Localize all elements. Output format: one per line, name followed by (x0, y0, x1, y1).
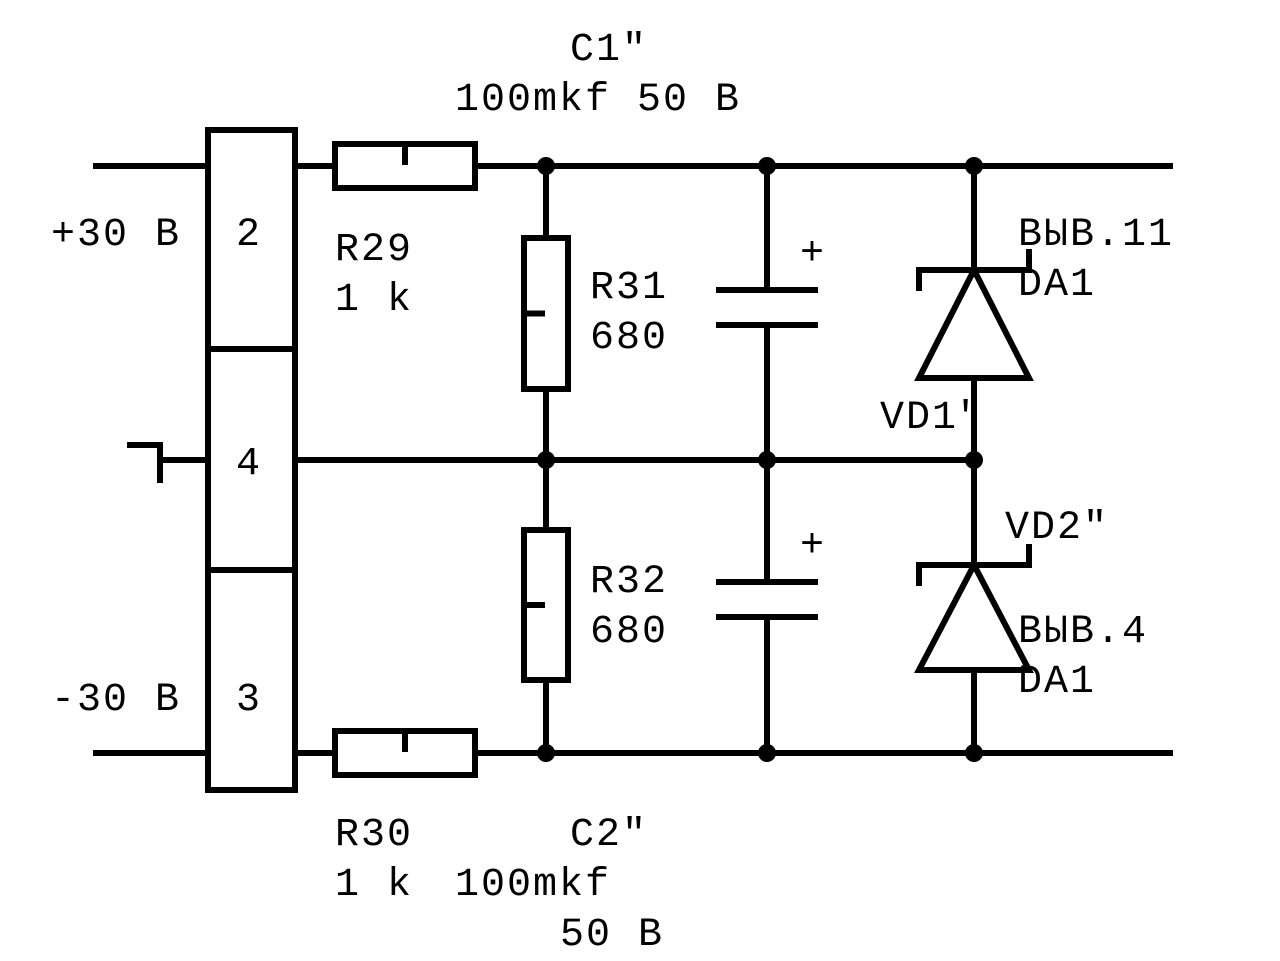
junction-node (537, 157, 555, 175)
capacitor-polarity: + (800, 524, 826, 569)
input-voltage-label: +30 В (51, 213, 181, 258)
input-voltage-label: -30 В (51, 678, 181, 723)
output-label: DA1 (1018, 263, 1096, 308)
resistor-ref: R32 (590, 560, 668, 605)
resistor-value: 680 (590, 316, 668, 361)
junction-node (965, 744, 983, 762)
resistor-value: 1 k (335, 278, 413, 323)
junction-node (758, 744, 776, 762)
output-label: ВЫВ.4 (1018, 610, 1148, 655)
junction-node (758, 157, 776, 175)
connector-pin-number: 2 (236, 213, 262, 258)
capacitor-value: 100mkf 50 В (455, 78, 741, 123)
resistor-ref: R30 (335, 813, 413, 858)
capacitor-ref: C1" (570, 28, 648, 73)
resistor-value: 680 (590, 610, 668, 655)
junction-node (537, 451, 555, 469)
output-label: DA1 (1018, 660, 1096, 705)
resistor-value: 1 k (335, 863, 413, 908)
capacitor-value: 100mkf (455, 863, 611, 908)
capacitor-polarity: + (800, 232, 826, 277)
output-label: ВЫВ.11 (1018, 213, 1174, 258)
junction-node (965, 451, 983, 469)
junction-node (965, 157, 983, 175)
capacitor-ref: C2" (570, 813, 648, 858)
junction-node (758, 451, 776, 469)
resistor-ref: R31 (590, 266, 668, 311)
capacitor-value: 50 В (560, 913, 664, 958)
junction-node (537, 744, 555, 762)
diode-ref: VD2" (1005, 506, 1109, 551)
resistor-ref: R29 (335, 228, 413, 273)
connector-pin-number: 4 (236, 442, 262, 487)
diode-ref: VD1" (880, 396, 984, 441)
connector-pin-number: 3 (236, 678, 262, 723)
schematic-canvas: 2 +30 В 4 3 -30 В R29 1 k R30 1 k R31 680 R32 680 + + C… (0, 0, 1280, 961)
